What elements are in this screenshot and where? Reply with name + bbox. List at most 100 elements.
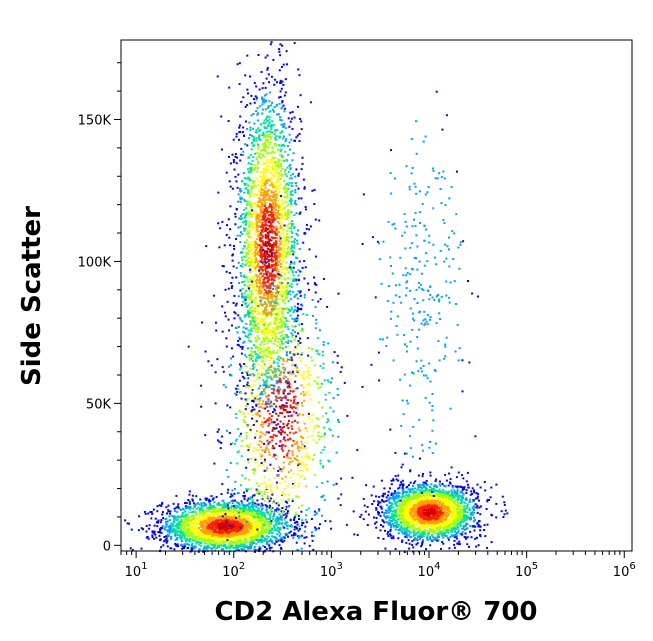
event-point xyxy=(259,105,262,108)
event-point xyxy=(276,368,279,371)
event-point xyxy=(297,274,300,277)
event-point xyxy=(275,336,278,339)
event-point xyxy=(262,189,265,192)
event-point xyxy=(290,201,292,204)
event-point xyxy=(279,227,282,230)
event-point xyxy=(294,189,297,192)
event-point xyxy=(275,379,278,382)
event-point xyxy=(257,302,260,305)
event-point xyxy=(262,216,265,219)
event-point xyxy=(248,201,251,204)
event-point xyxy=(260,391,263,393)
event-point xyxy=(242,385,245,387)
event-point xyxy=(203,510,206,512)
event-point xyxy=(225,536,228,539)
event-point xyxy=(261,197,264,200)
event-point xyxy=(251,187,254,190)
event-point xyxy=(202,548,205,551)
event-point xyxy=(263,258,266,261)
event-point xyxy=(260,462,263,464)
event-point xyxy=(268,517,271,520)
event-point xyxy=(275,188,278,190)
event-point xyxy=(266,167,268,170)
event-point xyxy=(229,185,232,188)
event-point xyxy=(249,133,252,136)
event-point xyxy=(266,530,269,533)
event-point xyxy=(258,376,261,379)
event-point xyxy=(147,512,150,515)
event-point xyxy=(257,534,260,537)
event-point xyxy=(271,507,274,510)
event-point xyxy=(241,197,244,200)
event-point xyxy=(299,341,302,344)
event-point xyxy=(219,227,222,230)
event-point xyxy=(254,550,256,553)
event-point xyxy=(264,222,267,225)
event-point xyxy=(262,149,264,151)
event-point xyxy=(219,535,222,538)
event-point xyxy=(277,364,280,367)
event-point xyxy=(294,139,296,142)
event-point xyxy=(239,520,242,523)
event-point xyxy=(188,493,191,496)
event-point xyxy=(254,301,257,304)
event-point xyxy=(261,258,264,261)
event-point xyxy=(257,54,260,56)
event-point xyxy=(268,116,271,119)
event-point xyxy=(251,515,254,518)
event-point xyxy=(275,524,278,527)
event-point xyxy=(244,335,247,338)
event-point xyxy=(245,323,248,325)
event-point xyxy=(233,515,236,518)
event-point xyxy=(249,520,251,523)
event-point xyxy=(236,186,239,189)
event-point xyxy=(291,111,294,113)
event-point xyxy=(252,156,255,159)
event-point xyxy=(263,125,266,128)
event-point xyxy=(244,302,247,305)
event-point xyxy=(231,544,234,547)
event-point xyxy=(263,338,266,341)
event-point xyxy=(300,128,303,131)
event-point xyxy=(185,540,188,543)
event-point xyxy=(260,266,263,268)
event-point xyxy=(210,532,212,535)
event-point xyxy=(266,298,269,301)
event-point xyxy=(243,245,246,247)
event-point xyxy=(272,216,275,219)
event-point xyxy=(291,500,294,503)
event-point xyxy=(228,522,231,525)
event-point xyxy=(289,167,292,170)
event-point xyxy=(285,295,288,298)
event-point xyxy=(249,521,252,524)
event-point xyxy=(201,538,204,541)
event-point xyxy=(255,532,258,535)
event-point xyxy=(247,309,250,312)
event-point xyxy=(276,284,279,287)
event-point xyxy=(214,546,217,549)
event-point xyxy=(282,244,285,247)
event-point xyxy=(238,529,241,532)
event-point xyxy=(198,503,201,506)
event-point xyxy=(272,342,275,345)
event-point xyxy=(215,526,218,529)
event-point xyxy=(230,529,232,532)
event-point xyxy=(281,215,284,218)
event-point xyxy=(250,536,252,539)
event-point xyxy=(244,219,247,222)
event-point xyxy=(245,305,248,308)
event-point xyxy=(250,142,253,145)
event-point xyxy=(287,342,289,344)
event-point xyxy=(280,516,283,519)
event-point xyxy=(255,282,258,285)
event-point xyxy=(242,545,245,548)
event-point xyxy=(230,525,233,528)
event-point xyxy=(247,518,250,521)
event-point xyxy=(246,374,249,376)
event-point xyxy=(269,171,272,174)
event-point xyxy=(273,542,276,545)
event-point xyxy=(278,281,281,284)
event-point xyxy=(244,504,247,507)
event-point xyxy=(220,540,223,543)
event-point xyxy=(296,523,299,526)
